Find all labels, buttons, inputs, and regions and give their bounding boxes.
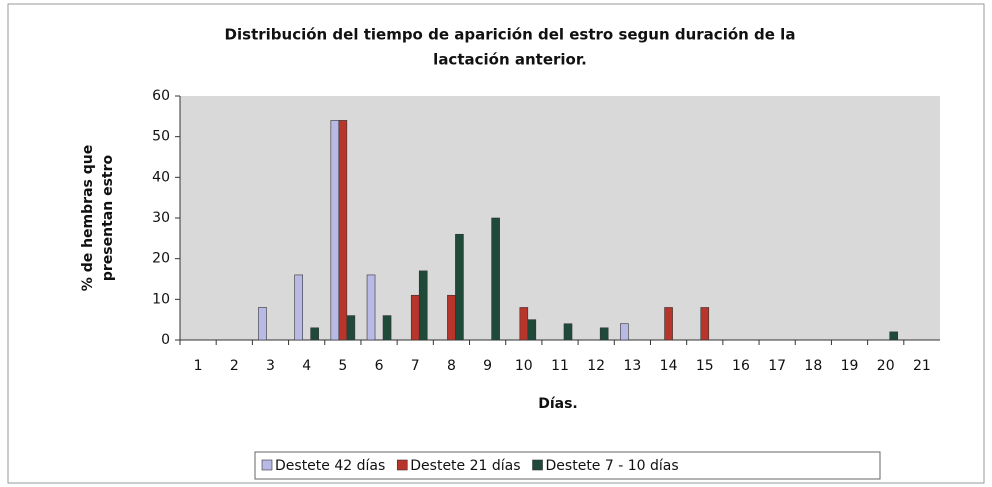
bar — [664, 307, 673, 341]
x-axis-label: Días. — [538, 396, 578, 412]
y-axis-label: presentan estro — [100, 155, 116, 282]
legend-swatch — [532, 459, 543, 471]
y-tick-label: 50 — [152, 129, 170, 145]
legend-label: Destete 7 - 10 días — [546, 458, 679, 474]
chart-title: Distribución del tiempo de aparición del… — [225, 26, 796, 44]
bar — [563, 323, 573, 341]
bar — [382, 315, 392, 341]
bar — [410, 294, 420, 341]
x-tick-label: 20 — [877, 358, 895, 374]
x-tick-label: 21 — [913, 358, 931, 374]
y-tick-label: 60 — [152, 88, 170, 104]
y-tick-label: 30 — [152, 210, 170, 226]
x-tick-label: 16 — [732, 358, 750, 374]
bar — [455, 233, 464, 341]
x-tick-label: 4 — [302, 358, 311, 374]
legend — [254, 451, 881, 480]
chart-title: lactación anterior. — [433, 51, 587, 69]
bar — [700, 307, 710, 341]
bar — [338, 120, 348, 341]
x-tick-label: 2 — [230, 358, 239, 374]
y-tick-label: 0 — [161, 332, 170, 348]
bar — [519, 307, 529, 341]
bar — [294, 274, 303, 341]
x-tick-label: 6 — [375, 358, 384, 374]
legend-label: Destete 21 días — [410, 458, 520, 474]
bar — [620, 323, 629, 341]
x-tick-label: 19 — [841, 358, 859, 374]
bar — [889, 331, 899, 341]
bar — [310, 327, 319, 341]
bar — [366, 274, 376, 341]
bar — [447, 294, 456, 341]
x-tick-label: 15 — [696, 358, 714, 374]
x-tick-label: 3 — [266, 358, 275, 374]
x-tick-label: 8 — [447, 358, 456, 374]
legend-swatch — [396, 459, 408, 471]
legend-swatch — [261, 459, 273, 471]
bar — [599, 327, 609, 341]
y-tick-label: 40 — [152, 169, 170, 185]
x-tick-label: 7 — [411, 358, 420, 374]
x-tick-label: 10 — [515, 358, 533, 374]
bar — [258, 307, 267, 341]
y-axis-label: % de hembras que — [80, 145, 96, 291]
x-tick-label: 1 — [194, 358, 203, 374]
plot-area — [180, 96, 940, 340]
bar — [491, 217, 500, 341]
x-tick-label: 18 — [804, 358, 822, 374]
x-tick-label: 13 — [623, 358, 641, 374]
y-tick-label: 10 — [152, 291, 170, 307]
x-tick-label: 12 — [587, 358, 605, 374]
x-tick-label: 5 — [338, 358, 347, 374]
bar — [346, 315, 356, 341]
bar — [418, 270, 428, 341]
y-tick-label: 20 — [152, 251, 170, 267]
bar — [330, 120, 340, 341]
bar — [527, 319, 537, 341]
x-tick-label: 9 — [483, 358, 492, 374]
x-tick-label: 17 — [768, 358, 786, 374]
x-tick-label: 11 — [551, 358, 569, 374]
legend-label: Destete 42 días — [275, 458, 385, 474]
x-tick-label: 14 — [660, 358, 678, 374]
